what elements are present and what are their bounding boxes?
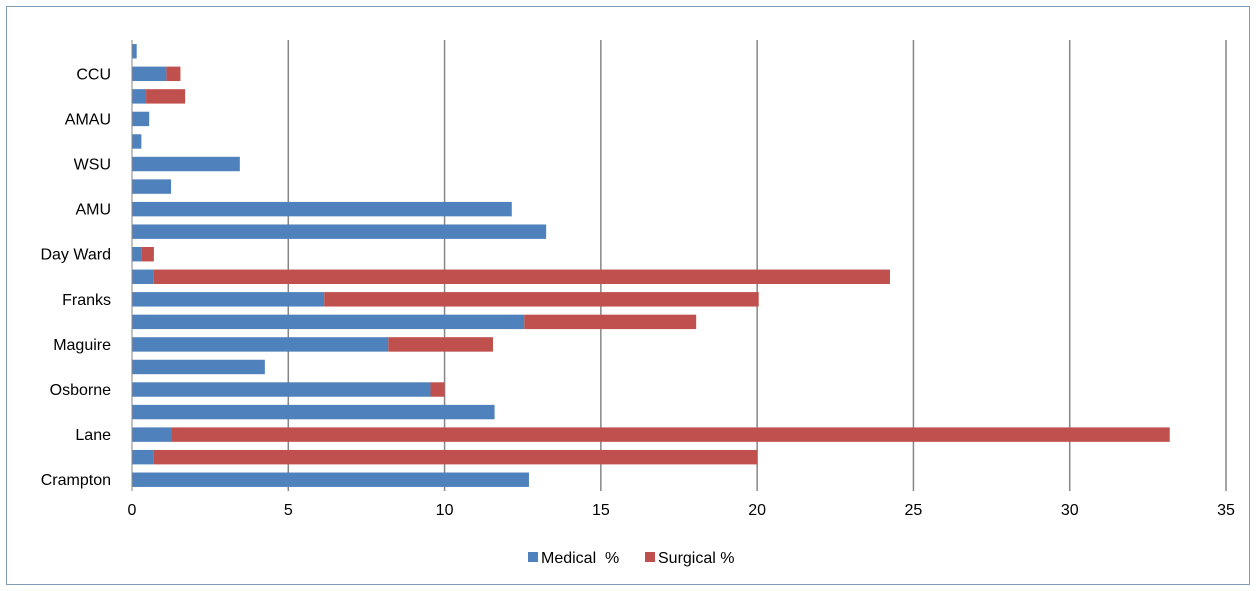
bar-surgical [324, 292, 759, 307]
bar-surgical [153, 449, 758, 465]
legend: Medical % Surgical % [528, 550, 734, 567]
bar-medical [132, 337, 389, 352]
bar-medical [132, 427, 172, 442]
category-label: Crampton [41, 472, 111, 489]
category-label: Maguire [53, 337, 111, 354]
x-tick-label: 25 [905, 502, 923, 519]
x-tick-label: 5 [284, 502, 293, 519]
category-labels: Crampton Lane Osborne Maguire Franks Day Ward… [40, 66, 111, 489]
bar-medical [132, 66, 167, 82]
category-label: Osborne [50, 382, 111, 399]
legend-swatch-surgical [645, 552, 655, 562]
bar-medical [132, 269, 154, 284]
bar-medical [132, 111, 150, 127]
grid-lines [287, 40, 1227, 491]
bar-surgical [171, 427, 1170, 442]
bar-medical [132, 89, 147, 104]
bar-surgical [166, 66, 181, 82]
x-tick-label: 30 [1061, 502, 1079, 519]
bar-medical [132, 247, 142, 262]
bar-surgical [153, 269, 890, 284]
bar-medical [132, 404, 495, 420]
bars [132, 44, 1170, 487]
bar-medical [132, 472, 529, 487]
legend-swatch-medical [528, 552, 538, 562]
bar-surgical [141, 247, 154, 262]
category-label: AMAU [65, 111, 111, 128]
bar-medical [132, 201, 512, 217]
x-tick-label: 35 [1217, 502, 1235, 519]
bar-medical [132, 44, 137, 59]
legend-label-medical: Medical % [541, 550, 619, 567]
bar-medical [132, 179, 172, 194]
bar-medical [132, 449, 154, 465]
category-label: Lane [75, 427, 111, 444]
x-tick-label: 20 [748, 502, 766, 519]
category-label: WSU [74, 157, 111, 174]
category-label: CCU [76, 66, 111, 83]
bar-surgical [146, 89, 186, 104]
legend-label-surgical: Surgical % [658, 550, 734, 567]
category-label: Franks [62, 292, 111, 309]
bar-surgical [388, 337, 494, 352]
bar-medical [132, 292, 325, 307]
category-label: Day Ward [40, 247, 111, 264]
x-tick-labels: 0 5 10 15 20 25 30 35 [128, 502, 1235, 519]
bar-medical [132, 134, 142, 149]
x-tick-label: 15 [592, 502, 610, 519]
bar-surgical [430, 382, 445, 397]
x-tick-label: 10 [436, 502, 454, 519]
bar-medical [132, 224, 547, 239]
bar-medical [132, 314, 525, 330]
bar-surgical [524, 314, 697, 330]
x-tick-label: 0 [128, 502, 137, 519]
bar-medical [132, 382, 431, 397]
category-label: AMU [75, 202, 111, 219]
bar-medical [132, 359, 265, 375]
bar-medical [132, 156, 240, 172]
